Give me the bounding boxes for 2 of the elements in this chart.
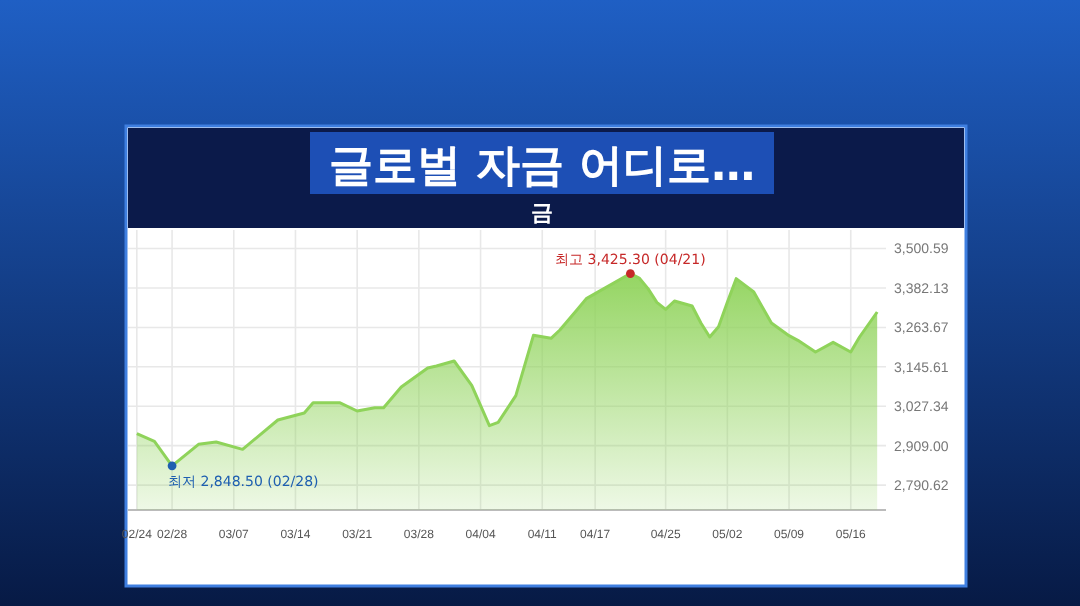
- chart-subtitle: 금: [531, 200, 553, 226]
- chart-title: 글로벌 자금 어디로…: [328, 142, 756, 192]
